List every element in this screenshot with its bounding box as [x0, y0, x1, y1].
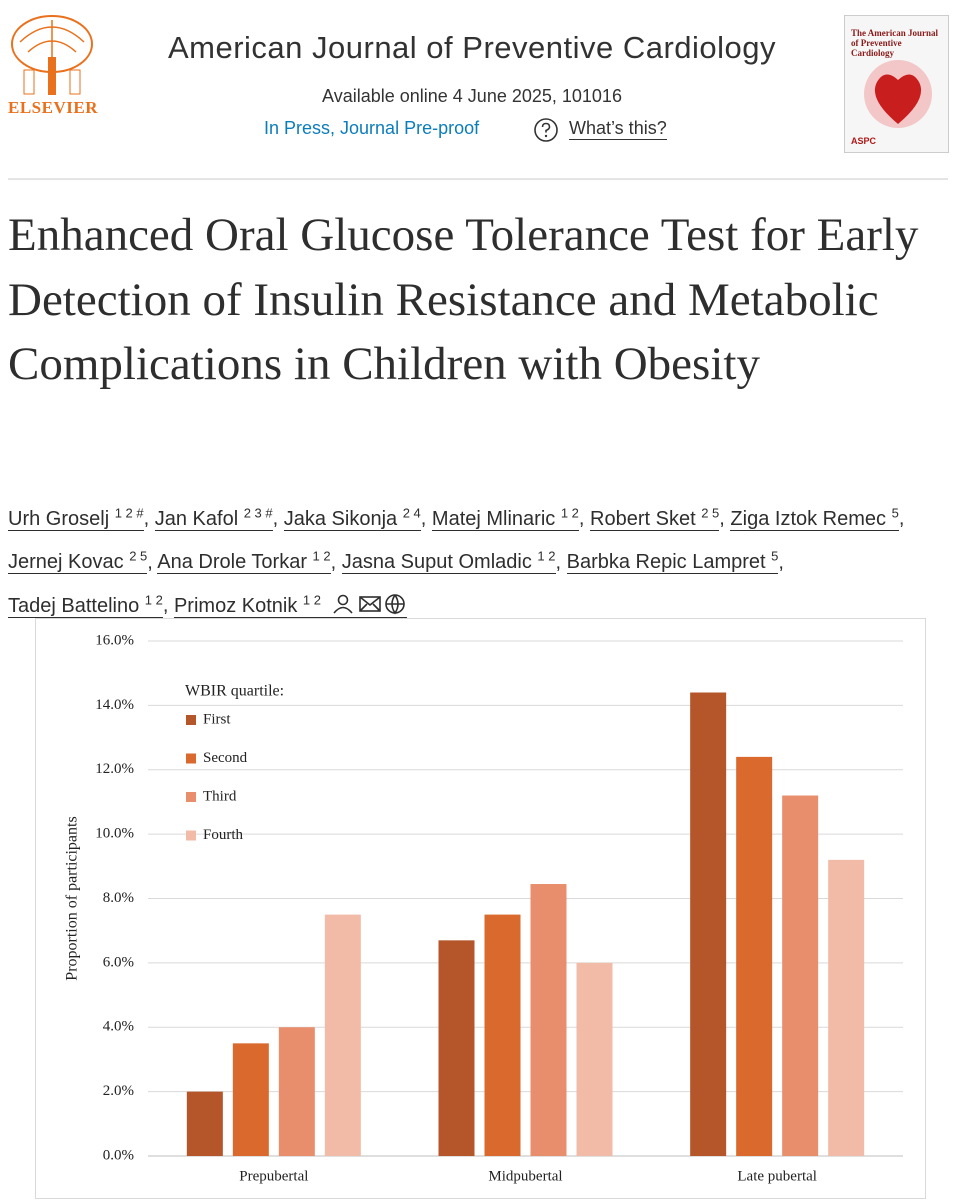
legend-swatch	[186, 830, 196, 841]
author[interactable]: Robert Sket 2 5	[590, 505, 720, 531]
author-affiliation: 1 2	[312, 548, 331, 564]
bar	[782, 795, 819, 1156]
chart-frame	[35, 618, 926, 1199]
author-name: Robert Sket	[590, 507, 696, 530]
legend-swatch	[186, 753, 196, 764]
legend-swatch	[186, 792, 196, 802]
author[interactable]: Jasna Suput Omladic 1 2	[341, 548, 556, 575]
help-icon[interactable]	[533, 117, 559, 143]
y-tick-label: 4.0%	[103, 1019, 134, 1035]
author[interactable]: Barbka Repic Lampret 5	[566, 548, 779, 575]
author-name: Barbka Repic Lampret	[566, 551, 766, 574]
bar	[232, 1043, 269, 1156]
separator: ,	[143, 507, 150, 530]
y-tick-label: 10.0%	[95, 826, 134, 842]
separator: ,	[578, 507, 585, 530]
author-affiliation: 5	[771, 548, 779, 564]
author[interactable]: Ziga Iztok Remec 5	[730, 505, 899, 531]
author-affiliation: 1 2	[144, 592, 163, 608]
publisher-logo	[11, 15, 93, 95]
legend-label: First	[203, 711, 231, 727]
bar	[438, 940, 475, 1156]
bar	[736, 756, 773, 1156]
x-tick-label: Midpubertal	[488, 1168, 562, 1184]
author-name: Jaka Sikonja	[283, 507, 398, 530]
publisher-name: ELSEVIER	[8, 98, 98, 117]
x-tick-label: Prepubertal	[239, 1168, 308, 1184]
author[interactable]: Jaka Sikonja 2 4	[283, 505, 421, 531]
separator: ,	[162, 594, 169, 617]
y-tick-label: 14.0%	[95, 697, 134, 713]
availability: Available online 4 June 2025, 101016	[322, 86, 622, 106]
author-name: Jan Kafol	[154, 507, 239, 530]
y-tick-label: 12.0%	[95, 761, 134, 777]
author-name: Jernej Kovac	[8, 551, 124, 574]
legend-swatch	[186, 715, 196, 725]
bar	[278, 1027, 315, 1156]
author[interactable]: Primoz Kotnik 1 2	[173, 592, 407, 618]
author-affiliation: 2 3 #	[243, 505, 273, 520]
author-affiliation: 1 2	[537, 548, 556, 564]
y-tick-label: 6.0%	[103, 954, 134, 970]
author-affiliation: 2 5	[701, 505, 720, 520]
author-affiliation: 5	[891, 505, 899, 520]
legend-label: Second	[203, 750, 248, 766]
author-name: Jasna Suput Omladic	[341, 551, 532, 574]
cover-title: The American Journal of Preventive Cardi…	[851, 28, 938, 58]
author-affiliation: 1 2 #	[114, 505, 144, 520]
author-name: Tadej Battelino	[8, 594, 140, 617]
author-affiliation: 1 2	[560, 505, 579, 520]
bar	[186, 1091, 223, 1156]
author[interactable]: Jan Kafol 2 3 #	[154, 505, 273, 531]
separator: ,	[420, 507, 427, 530]
author-name: Ana Drole Torkar	[157, 551, 307, 574]
separator: ,	[272, 507, 279, 530]
author[interactable]: Tadej Battelino 1 2	[8, 592, 163, 618]
legend-label: Fourth	[203, 827, 244, 843]
author-list: Urh Groselj 1 2 #, Jan Kafol 2 3 #, Jaka…	[8, 494, 908, 625]
separator: ,	[147, 551, 153, 574]
author-affiliation: 2 4	[402, 505, 421, 520]
y-tick-label: 2.0%	[103, 1083, 134, 1099]
journal-name[interactable]: American Journal of Preventive Cardiolog…	[167, 30, 777, 65]
author[interactable]: Ana Drole Torkar 1 2	[157, 548, 331, 575]
article-title: Enhanced Oral Glucose Tolerance Test for…	[8, 209, 919, 390]
cover-badge: ASPC	[851, 136, 877, 146]
author-name: Matej Mlinaric	[431, 507, 556, 530]
bar	[828, 859, 865, 1156]
author-name: Ziga Iztok Remec	[730, 507, 887, 530]
author-affiliation: 1 2	[302, 592, 321, 608]
bar	[530, 884, 567, 1156]
author-name: Primoz Kotnik	[173, 594, 298, 617]
separator: ,	[778, 551, 784, 574]
bar	[484, 914, 521, 1156]
separator: ,	[555, 551, 562, 574]
author-name: Urh Groselj	[8, 507, 110, 530]
separator: ,	[898, 507, 905, 530]
bar	[576, 962, 613, 1156]
x-tick-label: Late pubertal	[737, 1168, 817, 1184]
separator: ,	[719, 507, 725, 530]
author-icons[interactable]	[327, 593, 407, 615]
bar	[324, 914, 361, 1156]
author[interactable]: Jernej Kovac 2 5	[8, 548, 148, 575]
author-affiliation: 2 5	[129, 548, 148, 564]
status-link[interactable]: In Press, Journal Pre-proof	[264, 118, 480, 138]
separator: ,	[330, 551, 337, 574]
y-tick-label: 16.0%	[95, 632, 134, 648]
help-link[interactable]: What’s this?	[569, 118, 667, 140]
author[interactable]: Urh Groselj 1 2 #	[8, 505, 144, 531]
legend-title: WBIR quartile:	[185, 683, 284, 700]
journal-cover[interactable]: The American Journal of Preventive Cardi…	[844, 15, 949, 153]
chart: 0.0% 2.0% 4.0% 6.0% 8.0% 10.0% 12.0% 14.0% 16.0%…	[35, 618, 926, 1199]
author[interactable]: Matej Mlinaric 1 2	[431, 505, 579, 531]
cover-art	[864, 60, 932, 128]
divider	[8, 178, 948, 180]
y-axis-label: Proportion of participants	[64, 816, 81, 980]
bar	[690, 692, 727, 1156]
y-tick-label: 0.0%	[103, 1147, 134, 1163]
legend-label: Third	[203, 788, 237, 804]
y-tick-label: 8.0%	[103, 890, 134, 906]
